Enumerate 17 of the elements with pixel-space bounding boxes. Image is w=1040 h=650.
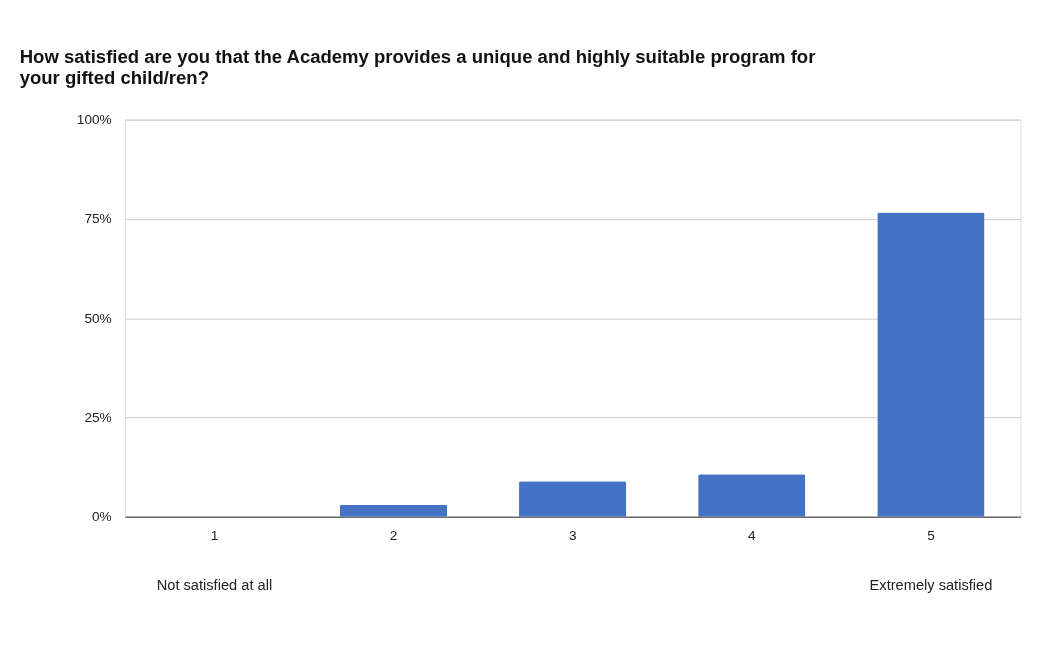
bar: [339, 504, 448, 517]
text: Extremely satisfied: [869, 576, 993, 593]
y-tick-label: 75%: [84, 211, 112, 227]
bar: [519, 481, 627, 517]
text: Not satisfied at all: [156, 576, 273, 593]
x-tick-label: 2: [389, 527, 398, 543]
x-tick-label: 4: [748, 527, 757, 543]
chart-title: How satisfied are you that the Academy provides a unique and highly suitable program for your gifted child/ren?: [19, 46, 816, 88]
bar: [698, 474, 806, 517]
y-tick-label: 50%: [84, 310, 112, 326]
x-tick-label: 3: [568, 527, 577, 543]
bar: [877, 212, 985, 517]
x-tick-label: 1: [210, 527, 219, 543]
y-tick-label: 100%: [76, 112, 112, 128]
y-tick-label: 0%: [91, 509, 112, 525]
x-tick-label: 5: [927, 527, 936, 543]
y-tick-label: 25%: [84, 409, 112, 425]
